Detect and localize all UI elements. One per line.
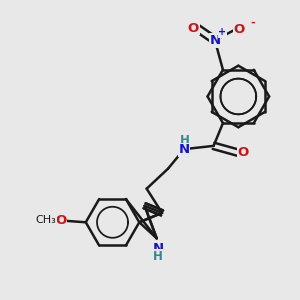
Text: O: O [56,214,67,227]
Text: N: N [152,242,164,255]
Text: H: H [180,134,190,147]
Text: -: - [250,18,255,28]
Text: H: H [153,250,163,263]
Text: N: N [178,143,190,156]
Text: O: O [233,23,244,36]
Text: N: N [209,34,220,47]
Text: O: O [188,22,199,35]
Text: CH₃: CH₃ [35,215,56,225]
Text: O: O [237,146,249,159]
Text: +: + [218,27,226,37]
